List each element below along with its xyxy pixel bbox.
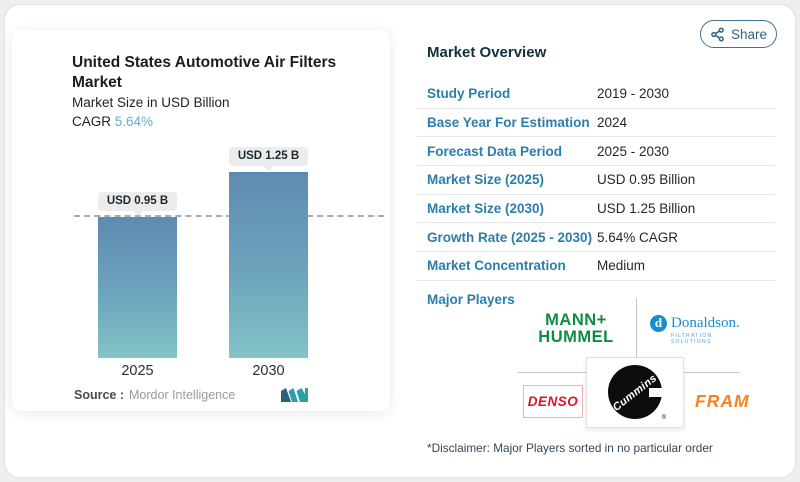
chart-title: United States Automotive Air Filters Mar… xyxy=(72,54,337,92)
cagr-value: 5.64% xyxy=(114,114,154,129)
row-value: 5.64% CAGR xyxy=(597,229,679,245)
share-icon xyxy=(711,27,724,41)
donaldson-tagline: FILTRATION SOLUTIONS xyxy=(671,333,713,345)
x-axis-label-2025: 2025 xyxy=(121,363,154,379)
donaldson-logo: d Donaldson. FILTRATION SOLUTIONS xyxy=(650,315,745,345)
major-players-label: Major Players xyxy=(427,292,515,307)
chart-cagr: CAGR 5.64% xyxy=(72,114,153,129)
chart-card: United States Automotive Air Filters Mar… xyxy=(12,30,390,411)
mann-hummel-logo: MANN+ HUMMEL xyxy=(531,312,621,346)
table-row: Market Size (2025) USD 0.95 Billion xyxy=(417,166,775,195)
donaldson-name: Donaldson. xyxy=(671,315,740,331)
players-vertical-divider xyxy=(636,298,637,372)
cummins-c-icon: Cummins xyxy=(608,365,664,419)
row-label: Growth Rate (2025 - 2030) xyxy=(427,229,593,245)
source-label: Source : xyxy=(74,388,125,402)
row-label: Market Size (2030) xyxy=(427,201,545,217)
chart-subtitle: Market Size in USD Billion xyxy=(72,95,230,110)
bar-value-badge-2025: USD 0.95 B xyxy=(98,192,177,216)
market-overview-title: Market Overview xyxy=(427,44,547,61)
mann-hummel-line1: MANN+ xyxy=(545,311,607,329)
mann-hummel-line2: HUMMEL xyxy=(538,327,614,346)
row-value: 2025 - 2030 xyxy=(597,143,670,159)
table-row: Growth Rate (2025 - 2030) 5.64% CAGR xyxy=(417,223,775,253)
row-label: Forecast Data Period xyxy=(427,143,563,159)
mordor-intelligence-logo-icon xyxy=(281,388,308,407)
row-label: Market Concentration xyxy=(427,258,566,274)
fram-logo: FRAM xyxy=(695,391,750,411)
table-row: Forecast Data Period 2025 - 2030 xyxy=(417,137,775,167)
source-value: Mordor Intelligence xyxy=(129,388,236,402)
row-value: USD 1.25 Billion xyxy=(597,201,696,217)
denso-logo: DENSO xyxy=(523,385,583,418)
row-label: Market Size (2025) xyxy=(427,172,545,188)
market-overview-table: Study Period 2019 - 2030 Base Year For Es… xyxy=(417,80,775,281)
row-value: 2024 xyxy=(597,115,628,131)
cummins-logo: Cummins ® xyxy=(587,358,683,427)
bar-2030 xyxy=(229,172,308,358)
cummins-registered-mark: ® xyxy=(661,415,666,421)
share-button[interactable]: Share xyxy=(700,20,777,48)
source-row: Source : Mordor Intelligence xyxy=(74,388,235,402)
table-row: Market Size (2030) USD 1.25 Billion xyxy=(417,195,775,224)
bar-2025 xyxy=(98,217,177,358)
row-value: 2019 - 2030 xyxy=(597,86,670,102)
denso-name: DENSO xyxy=(527,394,579,409)
x-axis-label-2030: 2030 xyxy=(252,363,285,379)
table-row: Study Period 2019 - 2030 xyxy=(417,80,775,109)
row-value: Medium xyxy=(597,258,646,274)
table-row: Market Concentration Medium xyxy=(417,252,775,281)
row-label: Base Year For Estimation xyxy=(427,115,590,131)
row-label: Study Period xyxy=(427,86,511,102)
donaldson-icon: d xyxy=(650,315,667,332)
disclaimer-text: *Disclaimer: Major Players sorted in no … xyxy=(427,441,713,455)
table-row: Base Year For Estimation 2024 xyxy=(417,109,775,138)
bar-value-badge-2030: USD 1.25 B xyxy=(229,147,308,171)
share-label: Share xyxy=(730,26,768,42)
cagr-label: CAGR xyxy=(72,114,112,129)
row-value: USD 0.95 Billion xyxy=(597,172,696,188)
